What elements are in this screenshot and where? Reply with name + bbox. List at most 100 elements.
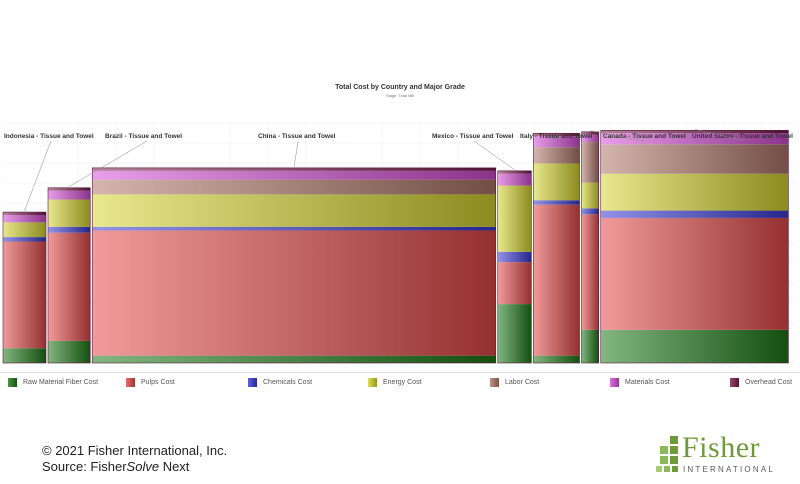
bar-segment xyxy=(600,130,789,134)
bar-segment xyxy=(497,185,532,252)
source-italic: Solve xyxy=(126,459,160,474)
leader-line xyxy=(473,140,515,171)
legend-label: Materials Cost xyxy=(625,379,670,386)
bar-segment xyxy=(581,214,599,330)
bar-segment xyxy=(48,226,91,233)
category-label: Indonesia - Tissue and Towel xyxy=(4,133,94,140)
bar-segment xyxy=(533,163,580,201)
bar-segment xyxy=(92,194,496,227)
bar-segment xyxy=(3,348,47,363)
bar-segment xyxy=(497,173,532,186)
category-label: Mexico - Tissue and Towel xyxy=(432,133,514,140)
category-label: United States - Tissue and Towel xyxy=(692,133,793,140)
bar-segment xyxy=(48,187,91,191)
leader-line xyxy=(293,140,299,167)
bar-segment xyxy=(581,182,599,209)
bar-outline xyxy=(600,130,789,364)
legend-item: Energy Cost xyxy=(368,378,422,387)
legend-item: Raw Material Fiber Cost xyxy=(8,378,98,387)
leader-line xyxy=(694,129,746,142)
fisher-logo: Fisher INTERNATIONAL xyxy=(656,432,776,478)
copyright-text: © 2021 Fisher International, Inc. xyxy=(42,443,228,458)
bar-segment xyxy=(497,170,532,174)
bar-segment xyxy=(600,217,789,330)
footer: © 2021 Fisher International, Inc. Source… xyxy=(42,443,227,475)
source-text: Source: FisherSolve Next xyxy=(42,459,227,475)
category-label: China - Tissue and Towel xyxy=(258,133,336,140)
bar-segment xyxy=(581,134,599,143)
bar-segment xyxy=(3,241,47,349)
leader-line xyxy=(24,140,52,212)
leader-line xyxy=(590,130,645,142)
bar-segment xyxy=(600,144,789,174)
bar-segment xyxy=(48,190,91,200)
bar-segment xyxy=(581,208,599,215)
chart-subtitle: Stage: Total Mill xyxy=(386,93,414,98)
bar-segment xyxy=(3,212,47,215)
legend-label: Labor Cost xyxy=(505,379,540,386)
bar-outline xyxy=(91,167,497,364)
bar-segment xyxy=(533,136,580,148)
bar-segment xyxy=(92,179,496,195)
logo-subtitle: INTERNATIONAL xyxy=(683,465,776,474)
category-label: Italy - Tissue and Towel xyxy=(520,133,593,140)
legend-swatch xyxy=(126,378,135,387)
logo-word: Fisher xyxy=(682,431,760,464)
legend-label: Overhead Cost xyxy=(745,379,793,386)
bar-segment xyxy=(533,200,580,205)
legend-item: Pulps Cost xyxy=(126,378,175,387)
legend-swatch xyxy=(8,378,17,387)
bar-segment xyxy=(600,133,789,145)
legend-swatch xyxy=(248,378,257,387)
chart-title: Total Cost by Country and Major Grade xyxy=(335,84,465,91)
legend-item: Chemicals Cost xyxy=(248,378,312,387)
logo-mark-icon xyxy=(656,436,678,472)
bar-segment xyxy=(48,199,91,227)
bar-segment xyxy=(92,170,496,180)
bar-outline xyxy=(2,211,47,364)
bars xyxy=(2,130,789,364)
bar-segment xyxy=(48,232,91,341)
bar-segment xyxy=(497,304,532,363)
bar-segment xyxy=(3,214,47,223)
bar-outline xyxy=(581,131,600,364)
bar-segment xyxy=(533,147,580,164)
bar-segment xyxy=(533,133,580,137)
bar-segment xyxy=(600,173,789,211)
bar-outline xyxy=(533,132,580,364)
legend-item: Labor Cost xyxy=(490,378,539,387)
legend-label: Chemicals Cost xyxy=(263,379,313,386)
legend-label: Pulps Cost xyxy=(141,379,175,386)
legend: Raw Material Fiber Cost Pulps Cost Chemica… xyxy=(0,378,800,396)
bar-segment xyxy=(3,222,47,238)
category-labels: Indonesia - Tissue and Towel Brazil - Tis… xyxy=(4,129,793,212)
bar-segment xyxy=(581,329,599,363)
bar-outline xyxy=(497,170,532,364)
legend-divider xyxy=(0,372,800,373)
bar-outline xyxy=(47,187,91,364)
legend-item: Overhead Cost xyxy=(730,378,792,387)
leader-line xyxy=(68,140,148,187)
leader-line xyxy=(556,132,561,142)
bar-segment xyxy=(92,167,496,171)
bar-segment xyxy=(92,226,496,231)
bar-segment xyxy=(581,142,599,183)
bar-segment xyxy=(581,131,599,135)
bar-segment xyxy=(497,251,532,263)
bar-segment xyxy=(497,262,532,305)
legend-swatch xyxy=(610,378,619,387)
category-label: Canada - Tissue and Towel xyxy=(603,133,686,140)
bar-segment xyxy=(533,355,580,363)
bar-segment xyxy=(92,355,496,363)
source-suffix: Next xyxy=(159,459,190,474)
legend-item: Materials Cost xyxy=(610,378,670,387)
cost-chart: Total Cost by Country and Major Grade St… xyxy=(2,84,797,364)
legend-label: Raw Material Fiber Cost xyxy=(23,379,99,386)
bar-segment xyxy=(3,237,47,242)
legend-swatch xyxy=(730,378,739,387)
bar-segment xyxy=(600,329,789,363)
category-label: Brazil - Tissue and Towel xyxy=(105,133,182,140)
bar-segment xyxy=(92,230,496,356)
bar-segment xyxy=(533,204,580,356)
bar-segment xyxy=(48,340,91,363)
